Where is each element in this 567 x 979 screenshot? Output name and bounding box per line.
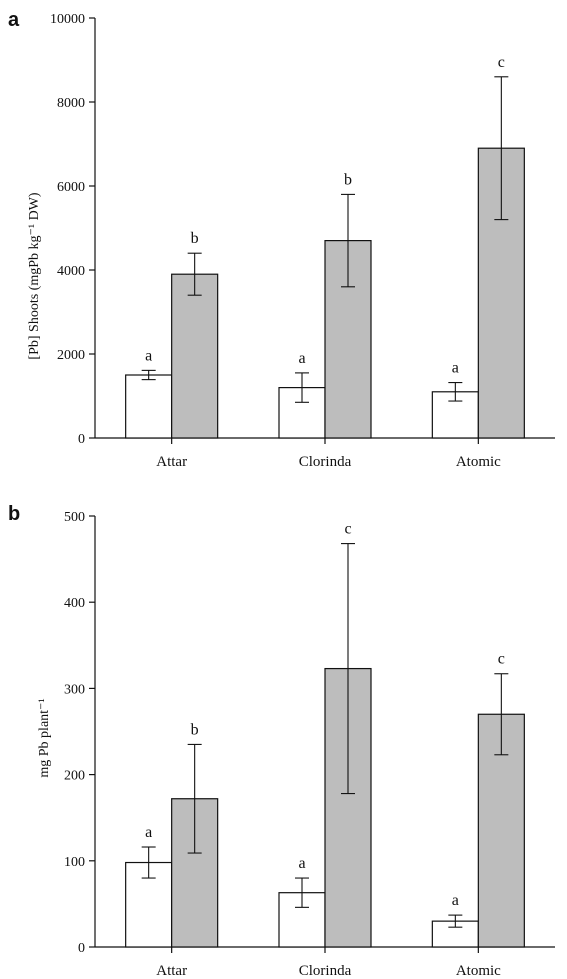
panel-a-category-label: Clorinda [299, 454, 352, 470]
panel-b-significance-letter: b [191, 721, 199, 738]
panel-a-significance-letter: a [452, 360, 459, 377]
panel-b-y-axis-label: mg Pb plant⁻¹ [37, 698, 52, 777]
panel-a-bar [171, 273, 219, 439]
panel-b-chart: b mg Pb plant⁻¹ 0 100 200 300 400 500 Attar a b C… [8, 503, 555, 979]
panel-a-category-label: Attar [156, 454, 187, 470]
panel-b-significance-letter: a [145, 824, 152, 841]
panel-a-significance-letter: c [498, 54, 505, 71]
panel-a-bar [125, 374, 173, 439]
panel-a-y-axis-label: [Pb] Shoots (mgPb kg⁻¹ DW) [27, 192, 42, 359]
panel-b-y-tick-label: 300 [64, 682, 85, 697]
panel-b-plot-area: 0 100 200 300 400 500 Attar a b Clorinda a c Atomic a… [64, 510, 555, 979]
panel-b-significance-letter: a [452, 892, 459, 909]
panel-b-y-tick-label: 100 [64, 855, 85, 870]
panel-b-significance-letter: c [498, 651, 505, 668]
panel-a-y-tick-label: 6000 [57, 180, 85, 195]
panel-b-y-tick-label: 400 [64, 596, 85, 611]
panel-a-y-tick-label: 8000 [57, 96, 85, 111]
panel-b-significance-letter: c [344, 521, 351, 538]
panel-a-y-tick-label: 2000 [57, 348, 85, 363]
panel-a-plot-area: 0 2000 4000 6000 8000 10000 Attar a b Clorinda a b A… [50, 12, 555, 470]
panel-b-category-label: Attar [156, 963, 187, 979]
panel-b-category-label: Atomic [456, 963, 501, 979]
panel-a-letter: a [8, 9, 20, 31]
panel-a-bar [278, 387, 326, 439]
panel-a-y-tick-label: 4000 [57, 264, 85, 279]
panel-b-y-tick-label: 500 [64, 510, 85, 525]
panel-a-significance-letter: b [191, 230, 199, 247]
panel-a-chart: a [Pb] Shoots (mgPb kg⁻¹ DW) 0 2000 4000 60… [8, 9, 555, 470]
panel-b-y-tick-label: 0 [78, 941, 85, 956]
panel-b-significance-letter: a [298, 855, 305, 872]
panel-a-significance-letter: a [145, 347, 152, 364]
panel-a-significance-letter: a [298, 350, 305, 367]
panel-a-y-tick-label: 10000 [50, 12, 85, 27]
panel-b-y-tick-label: 200 [64, 769, 85, 784]
panel-a-y-tick-label: 0 [78, 432, 85, 447]
panel-a-category-label: Atomic [456, 454, 501, 470]
panel-b-letter: b [8, 503, 20, 525]
panel-a-significance-letter: b [344, 171, 352, 188]
panel-b-category-label: Clorinda [299, 963, 352, 979]
